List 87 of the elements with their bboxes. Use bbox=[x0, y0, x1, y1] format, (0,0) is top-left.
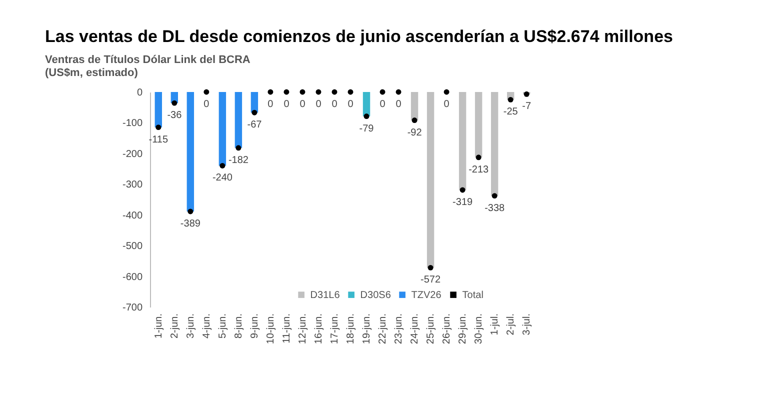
legend-label: D31L6 bbox=[310, 290, 340, 301]
x-tick-label: 1-jul. bbox=[490, 314, 501, 336]
y-tick-label: -700 bbox=[122, 302, 143, 314]
point bbox=[300, 89, 306, 95]
x-tick-label: 11-jun. bbox=[281, 314, 292, 344]
x-tick-label: 2-jul. bbox=[506, 314, 517, 336]
legend-label: D30S6 bbox=[360, 290, 392, 301]
point bbox=[476, 154, 482, 160]
x-tick-label: 10-jun. bbox=[265, 314, 276, 344]
data-label: 0 bbox=[380, 99, 386, 110]
data-label: -182 bbox=[228, 154, 249, 166]
point bbox=[412, 118, 418, 123]
data-label: 0 bbox=[332, 99, 338, 110]
data-label: 0 bbox=[444, 99, 450, 110]
data-label: -25 bbox=[503, 106, 518, 118]
x-tick-label: 26-jun. bbox=[442, 314, 453, 344]
y-tick-label: -400 bbox=[122, 210, 143, 222]
y-tick-label: 0 bbox=[136, 88, 143, 98]
data-label: -79 bbox=[359, 123, 374, 134]
x-tick-label: 12-jun. bbox=[297, 314, 308, 344]
point bbox=[348, 89, 354, 95]
point bbox=[236, 145, 242, 151]
x-tick-label: 25-jun. bbox=[426, 314, 437, 344]
point bbox=[364, 114, 370, 119]
data-label: 0 bbox=[300, 99, 306, 110]
y-tick-label: -600 bbox=[122, 272, 143, 283]
point bbox=[188, 208, 194, 214]
point bbox=[156, 124, 162, 130]
x-tick-label: 17-jun. bbox=[329, 314, 340, 344]
x-tick-label: 29-jun. bbox=[458, 314, 469, 344]
x-tick-label: 2-jun. bbox=[169, 314, 180, 339]
data-label: -67 bbox=[247, 120, 262, 131]
chart-subtitle: Ventras de Títulos Dólar Link del BCRA bbox=[45, 54, 250, 66]
data-label: -572 bbox=[420, 274, 441, 286]
data-label: -240 bbox=[212, 172, 233, 184]
data-label: -213 bbox=[468, 164, 490, 176]
point bbox=[396, 89, 402, 95]
point bbox=[284, 89, 290, 95]
text: (US$m, estimado) bbox=[45, 67, 138, 79]
point bbox=[524, 91, 530, 97]
data-label: 0 bbox=[316, 99, 322, 110]
point bbox=[428, 264, 434, 270]
y-tick-label: -100 bbox=[122, 118, 143, 130]
point bbox=[444, 89, 450, 95]
x-tick-label: 3-jul. bbox=[522, 314, 533, 336]
data-label: 0 bbox=[268, 99, 274, 110]
x-tick-label: 9-jun. bbox=[249, 314, 260, 339]
y-tick-label: -500 bbox=[122, 241, 143, 252]
data-label: -389 bbox=[180, 218, 201, 230]
y-tick-label: -300 bbox=[122, 180, 143, 191]
x-tick-label: 30-jun. bbox=[474, 314, 485, 344]
x-tick-label: 5-jun. bbox=[217, 314, 228, 339]
data-label: -115 bbox=[148, 134, 168, 146]
data-label: -338 bbox=[484, 202, 506, 214]
chart-title: Las ventas de DL desde comienzos de junio ascenderían a US$2.674 millones bbox=[45, 27, 673, 46]
legend-label: TZV26 bbox=[411, 290, 442, 301]
x-tick-label: 4-jun. bbox=[201, 314, 212, 339]
point bbox=[492, 193, 498, 199]
x-tick-label: 22-jun. bbox=[378, 314, 389, 344]
data-label: 0 bbox=[284, 99, 290, 110]
point bbox=[460, 187, 466, 193]
point bbox=[220, 162, 226, 168]
data-label: -92 bbox=[407, 127, 422, 138]
point bbox=[172, 100, 178, 106]
point bbox=[508, 96, 514, 102]
data-label: -36 bbox=[167, 110, 182, 122]
point bbox=[204, 89, 210, 95]
legend-label: Total bbox=[462, 290, 484, 301]
x-tick-label: 1-jun. bbox=[153, 314, 164, 339]
x-tick-label: 23-jun. bbox=[394, 314, 405, 344]
data-label: 0 bbox=[204, 99, 210, 110]
x-tick-label: 3-jun. bbox=[185, 314, 196, 339]
point bbox=[316, 89, 322, 95]
x-tick-label: 24-jun. bbox=[410, 314, 421, 344]
data-label: 0 bbox=[348, 99, 354, 110]
y-tick-label: -200 bbox=[122, 148, 143, 160]
point bbox=[252, 110, 258, 116]
point bbox=[332, 89, 338, 95]
x-tick-label: 8-jun. bbox=[233, 314, 244, 339]
x-tick-label: 16-jun. bbox=[313, 314, 324, 344]
data-label: -319 bbox=[452, 196, 474, 208]
point bbox=[268, 89, 274, 95]
x-tick-label: 18-jun. bbox=[346, 314, 357, 344]
data-label: -7 bbox=[522, 101, 532, 112]
x-tick-label: 19-jun. bbox=[362, 314, 373, 344]
point bbox=[380, 89, 386, 95]
data-label: 0 bbox=[396, 99, 402, 110]
